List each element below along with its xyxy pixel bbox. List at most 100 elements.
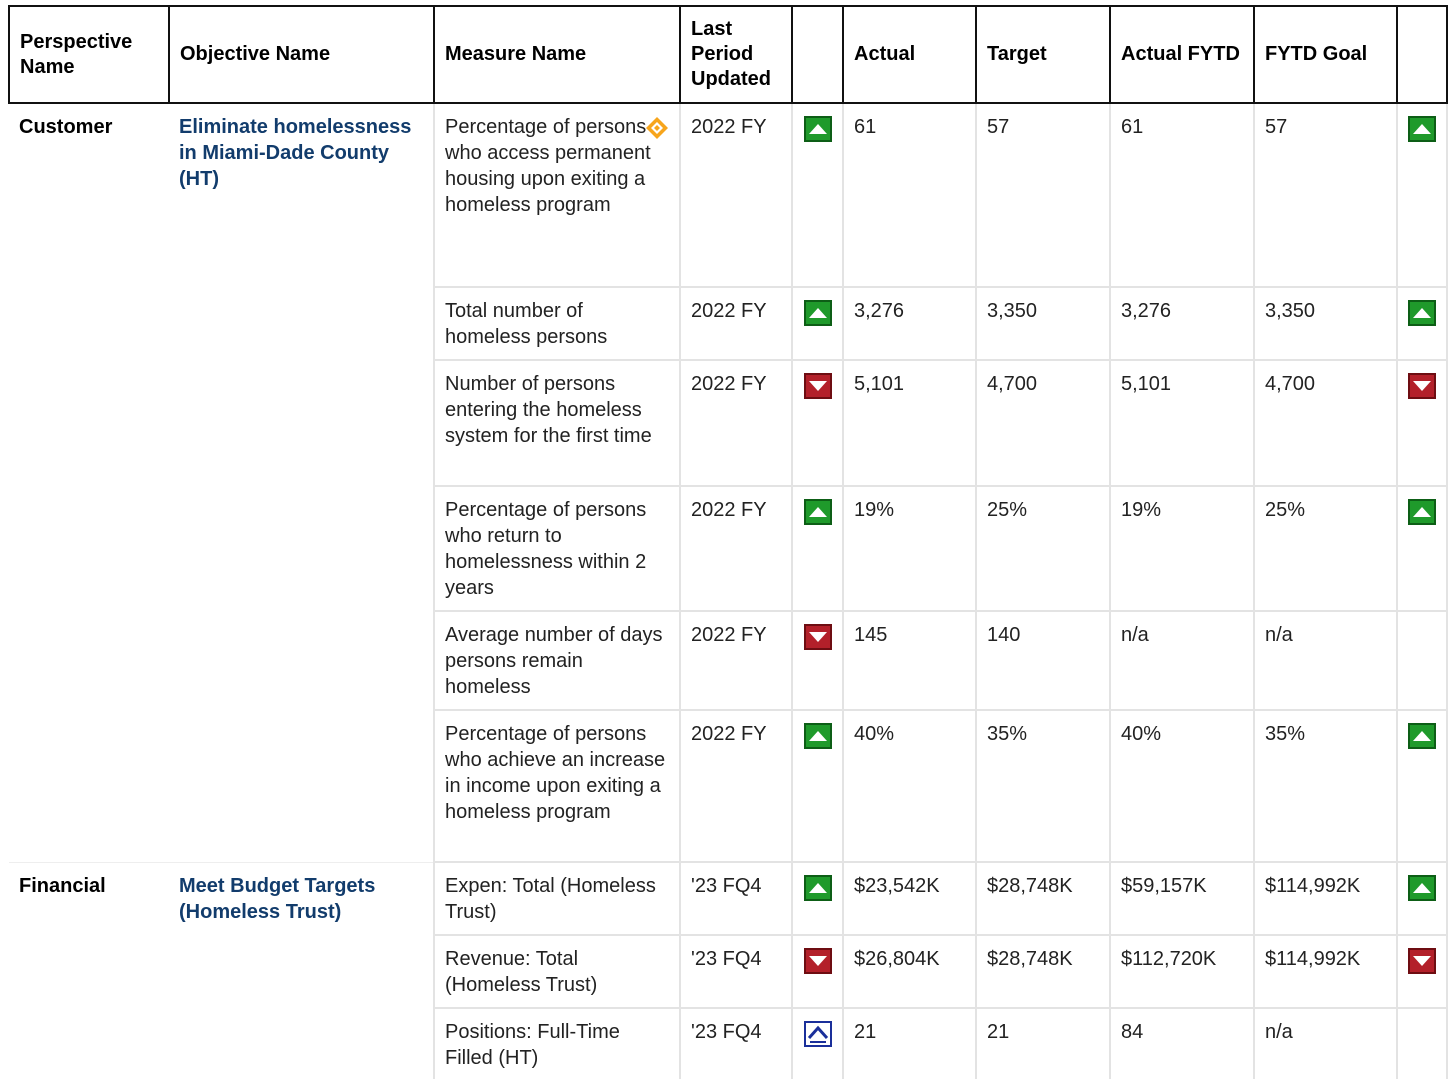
header-cell[interactable]: Perspective Name (8, 5, 170, 104)
status-up-icon (1408, 116, 1436, 142)
actual-cell: 21 (842, 1007, 977, 1079)
status-cell (791, 861, 844, 936)
measure-cell[interactable]: Percentage of persons who return to home… (433, 485, 681, 612)
measure-cell[interactable]: Average number of days persons remain ho… (433, 610, 681, 711)
status-up-icon (1408, 723, 1436, 749)
measure-name[interactable]: Average number of days persons remain ho… (445, 624, 663, 698)
measure-row: Percentage of persons who return to home… (9, 485, 1448, 612)
fytd-status-cell (1396, 359, 1448, 487)
measure-name[interactable]: Positions: Full-Time Filled (HT) (445, 1021, 620, 1069)
measure-name[interactable]: Total number of homeless persons (445, 300, 608, 348)
actual-cell: 61 (842, 102, 977, 288)
fytd-status-cell (1396, 102, 1448, 288)
period-cell: '23 FQ4 (679, 1007, 793, 1079)
period-cell: 2022 FY (679, 286, 793, 361)
measure-name[interactable]: Number of persons entering the homeless … (445, 373, 652, 447)
status-up-icon (803, 875, 832, 901)
measure-cell[interactable]: Number of persons entering the homeless … (433, 359, 681, 487)
measure-cell[interactable]: Expen: Total (Homeless Trust) (433, 861, 681, 936)
perspective-cell: Financial (9, 862, 169, 1079)
fytd-status-cell (1396, 485, 1448, 612)
measure-row: Total number of homeless persons 2022 FY 3… (9, 286, 1448, 361)
period-cell: '23 FQ4 (679, 934, 793, 1009)
status-down-icon (1408, 373, 1436, 399)
header-cell[interactable]: Objective Name (168, 5, 435, 104)
status-up-icon (1408, 300, 1436, 326)
actual-fytd-cell: 3,276 (1109, 286, 1255, 361)
measure-name[interactable]: Revenue: Total (Homeless Trust) (445, 948, 598, 996)
measure-cell[interactable]: Positions: Full-Time Filled (HT) (433, 1007, 681, 1079)
status-cell (791, 709, 844, 863)
period-cell: 2022 FY (679, 485, 793, 612)
fytd-goal-cell: n/a (1253, 610, 1398, 711)
fytd-status-cell (1396, 709, 1448, 863)
fytd-goal-cell: 25% (1253, 485, 1398, 612)
objective-link[interactable]: Eliminate homelessness in Miami-Dade Cou… (169, 103, 435, 863)
target-cell: 25% (975, 485, 1111, 612)
measure-row: Percentage of persons who achieve an inc… (9, 709, 1448, 863)
actual-fytd-cell: 19% (1109, 485, 1255, 612)
target-cell: 3,350 (975, 286, 1111, 361)
period-cell: '23 FQ4 (679, 861, 793, 936)
fytd-goal-cell: 4,700 (1253, 359, 1398, 487)
actual-cell: 19% (842, 485, 977, 612)
actual-cell: 3,276 (842, 286, 977, 361)
status-cell (791, 610, 844, 711)
measure-row: Customer Eliminate homelessness in Miami-… (9, 102, 1448, 863)
actual-fytd-cell: $59,157K (1109, 861, 1255, 936)
actual-fytd-cell: 61 (1109, 102, 1255, 288)
header-cell[interactable]: Actual (842, 5, 977, 104)
status-up-icon (803, 723, 832, 749)
measure-name[interactable]: Percentage of persons who access permane… (445, 116, 651, 216)
measure-name[interactable]: Percentage of persons who achieve an inc… (445, 723, 666, 823)
fytd-goal-cell: 57 (1253, 102, 1398, 288)
target-cell: $28,748K (975, 934, 1111, 1009)
period-cell: 2022 FY (679, 709, 793, 863)
header-row: Perspective Name Objective Name Measure … (8, 5, 1448, 104)
status-up-icon (803, 499, 832, 525)
target-cell: 21 (975, 1007, 1111, 1079)
objective-link[interactable]: Meet Budget Targets (Homeless Trust) (169, 862, 435, 1079)
header-cell[interactable]: Measure Name (433, 5, 681, 104)
actual-fytd-cell: 5,101 (1109, 359, 1255, 487)
perspective-cell: Customer (9, 103, 169, 863)
status-cell (791, 934, 844, 1009)
measure-cell[interactable]: Total number of homeless persons (433, 286, 681, 361)
measure-name[interactable]: Expen: Total (Homeless Trust) (445, 875, 656, 923)
fytd-status-cell (1396, 934, 1448, 1009)
header-cell[interactable]: Target (975, 5, 1111, 104)
actual-fytd-cell: 40% (1109, 709, 1255, 863)
measure-row: Average number of days persons remain ho… (9, 610, 1448, 711)
status-cell (791, 286, 844, 361)
measure-row: Number of persons entering the homeless … (9, 359, 1448, 487)
measure-cell[interactable]: Percentage of persons who access permane… (433, 102, 681, 288)
measure-cell[interactable]: Revenue: Total (Homeless Trust) (433, 934, 681, 1009)
period-cell: 2022 FY (679, 610, 793, 711)
scorecard-table: Perspective Name Objective Name Measure … (8, 5, 1448, 1079)
fytd-status-cell (1396, 286, 1448, 361)
actual-cell: 40% (842, 709, 977, 863)
measure-name[interactable]: Percentage of persons who return to home… (445, 499, 647, 599)
period-cell: 2022 FY (679, 359, 793, 487)
status-cell (791, 102, 844, 288)
fytd-goal-cell: 3,350 (1253, 286, 1398, 361)
status-up-icon (803, 116, 832, 142)
measure-cell[interactable]: Percentage of persons who achieve an inc… (433, 709, 681, 863)
target-cell: 35% (975, 709, 1111, 863)
measure-row: Positions: Full-Time Filled (HT) '23 FQ4 2… (9, 1007, 1448, 1079)
status-up-icon (1408, 499, 1436, 525)
measure-row: Financial Meet Budget Targets (Homeless T… (9, 861, 1448, 1079)
header-cell[interactable]: Actual FYTD (1109, 5, 1255, 104)
fytd-goal-cell: $114,992K (1253, 934, 1398, 1009)
header-cell[interactable]: FYTD Goal (1253, 5, 1398, 104)
fytd-goal-cell: $114,992K (1253, 861, 1398, 936)
actual-fytd-cell: 84 (1109, 1007, 1255, 1079)
actual-fytd-cell: $112,720K (1109, 934, 1255, 1009)
diamond-icon (646, 117, 668, 139)
status-cell (791, 359, 844, 487)
table-body: Customer Eliminate homelessness in Miami-… (9, 102, 1448, 1079)
status-up-icon (803, 300, 832, 326)
header-cell[interactable]: Last Period Updated (679, 5, 793, 104)
target-cell: $28,748K (975, 861, 1111, 936)
